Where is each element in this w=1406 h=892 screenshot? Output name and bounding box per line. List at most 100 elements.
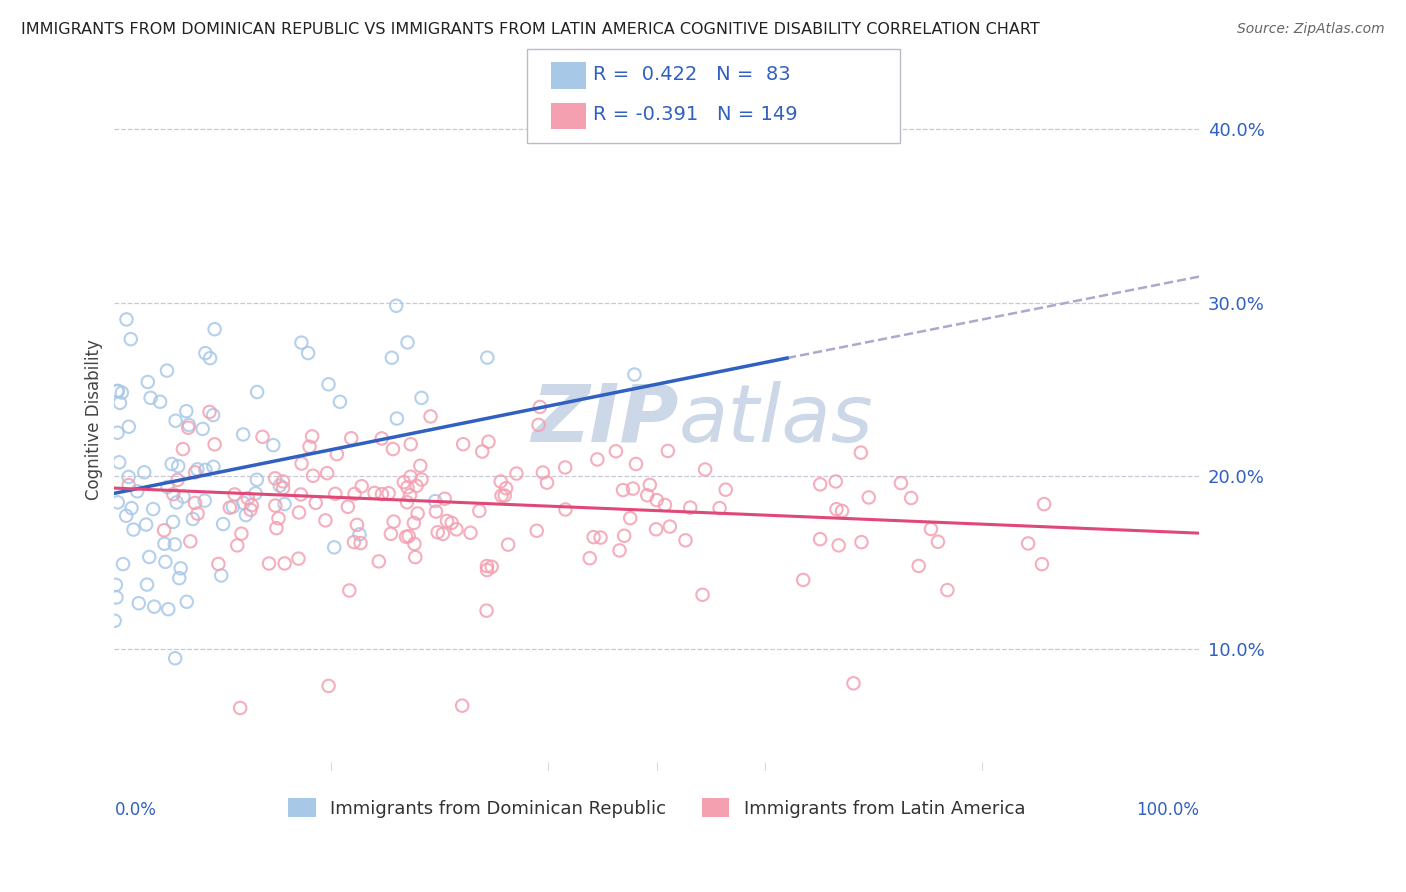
Point xyxy=(409,458,432,473)
Point xyxy=(115,312,138,326)
Point xyxy=(446,522,468,536)
Point xyxy=(127,484,149,499)
Point xyxy=(224,487,246,501)
Text: 100.0%: 100.0% xyxy=(1136,801,1199,819)
Point xyxy=(153,537,176,551)
Point xyxy=(298,440,321,454)
Point xyxy=(695,462,717,476)
Point xyxy=(105,384,128,398)
Point xyxy=(287,551,309,566)
Point xyxy=(134,465,156,479)
Point xyxy=(489,475,512,489)
Point xyxy=(245,486,267,500)
Text: ZIP: ZIP xyxy=(531,381,679,458)
Point xyxy=(526,524,548,538)
Point xyxy=(136,375,159,389)
Point xyxy=(107,495,129,509)
Point xyxy=(824,475,846,489)
Point xyxy=(156,480,179,494)
Point xyxy=(302,468,325,483)
Point xyxy=(624,457,647,471)
Point xyxy=(425,494,447,508)
Point xyxy=(162,515,184,529)
Point xyxy=(166,473,188,487)
Point xyxy=(318,679,340,693)
Point xyxy=(169,571,191,585)
Point xyxy=(371,487,394,501)
Point xyxy=(314,513,336,527)
Point xyxy=(117,478,139,492)
Point xyxy=(252,430,274,444)
Point xyxy=(121,501,143,516)
Point xyxy=(104,578,127,592)
Point xyxy=(143,599,166,614)
Point xyxy=(432,527,454,541)
Point xyxy=(184,466,207,480)
Point xyxy=(246,384,269,399)
Point xyxy=(117,470,139,484)
Point xyxy=(402,516,425,530)
Point xyxy=(105,591,128,605)
Point xyxy=(436,514,458,528)
Point xyxy=(323,541,346,555)
Point xyxy=(658,519,681,533)
Point xyxy=(191,422,214,436)
Point xyxy=(226,538,249,552)
Point xyxy=(612,483,634,497)
Point xyxy=(271,475,294,489)
Point xyxy=(194,346,217,360)
Point xyxy=(153,523,176,537)
Text: R =  0.422   N =  83: R = 0.422 N = 83 xyxy=(593,64,792,84)
Point xyxy=(212,517,235,532)
Point xyxy=(290,487,312,501)
Point xyxy=(425,505,447,519)
Point xyxy=(340,431,363,445)
Point xyxy=(399,488,422,502)
Text: IMMIGRANTS FROM DOMINICAN REPUBLIC VS IMMIGRANTS FROM LATIN AMERICA COGNITIVE DI: IMMIGRANTS FROM DOMINICAN REPUBLIC VS IM… xyxy=(21,22,1040,37)
Point xyxy=(318,377,340,392)
Point xyxy=(657,444,679,458)
Point xyxy=(198,405,221,419)
Point xyxy=(135,517,157,532)
Point xyxy=(165,414,187,428)
Point xyxy=(825,502,848,516)
Point xyxy=(323,487,346,501)
Text: Source: ZipAtlas.com: Source: ZipAtlas.com xyxy=(1237,22,1385,37)
Point xyxy=(411,473,433,487)
Point xyxy=(156,363,179,377)
Point xyxy=(907,558,929,573)
Point xyxy=(165,651,187,665)
Point xyxy=(273,557,295,571)
Point xyxy=(554,502,576,516)
Point xyxy=(385,411,408,425)
Point xyxy=(273,497,295,511)
Point xyxy=(107,425,129,440)
Point xyxy=(679,500,702,515)
Point xyxy=(291,457,314,471)
Point xyxy=(440,516,463,530)
Point xyxy=(301,429,323,443)
Point xyxy=(936,583,959,598)
Point xyxy=(1017,536,1039,550)
Point xyxy=(920,522,942,536)
Point xyxy=(1031,557,1053,571)
Point xyxy=(136,577,159,591)
Point xyxy=(471,444,494,458)
Point xyxy=(831,504,853,518)
Point xyxy=(266,521,288,535)
Point xyxy=(396,480,419,494)
Text: 0.0%: 0.0% xyxy=(114,801,156,819)
Point xyxy=(187,507,209,521)
Point xyxy=(468,504,491,518)
Point xyxy=(139,391,162,405)
Point xyxy=(709,501,731,516)
Point xyxy=(316,466,339,480)
Point xyxy=(675,533,697,548)
Point xyxy=(605,444,627,458)
Point xyxy=(494,489,516,503)
Point xyxy=(554,460,576,475)
Point xyxy=(623,368,645,382)
Point xyxy=(405,479,427,493)
Point xyxy=(1033,497,1056,511)
Point xyxy=(451,437,474,451)
